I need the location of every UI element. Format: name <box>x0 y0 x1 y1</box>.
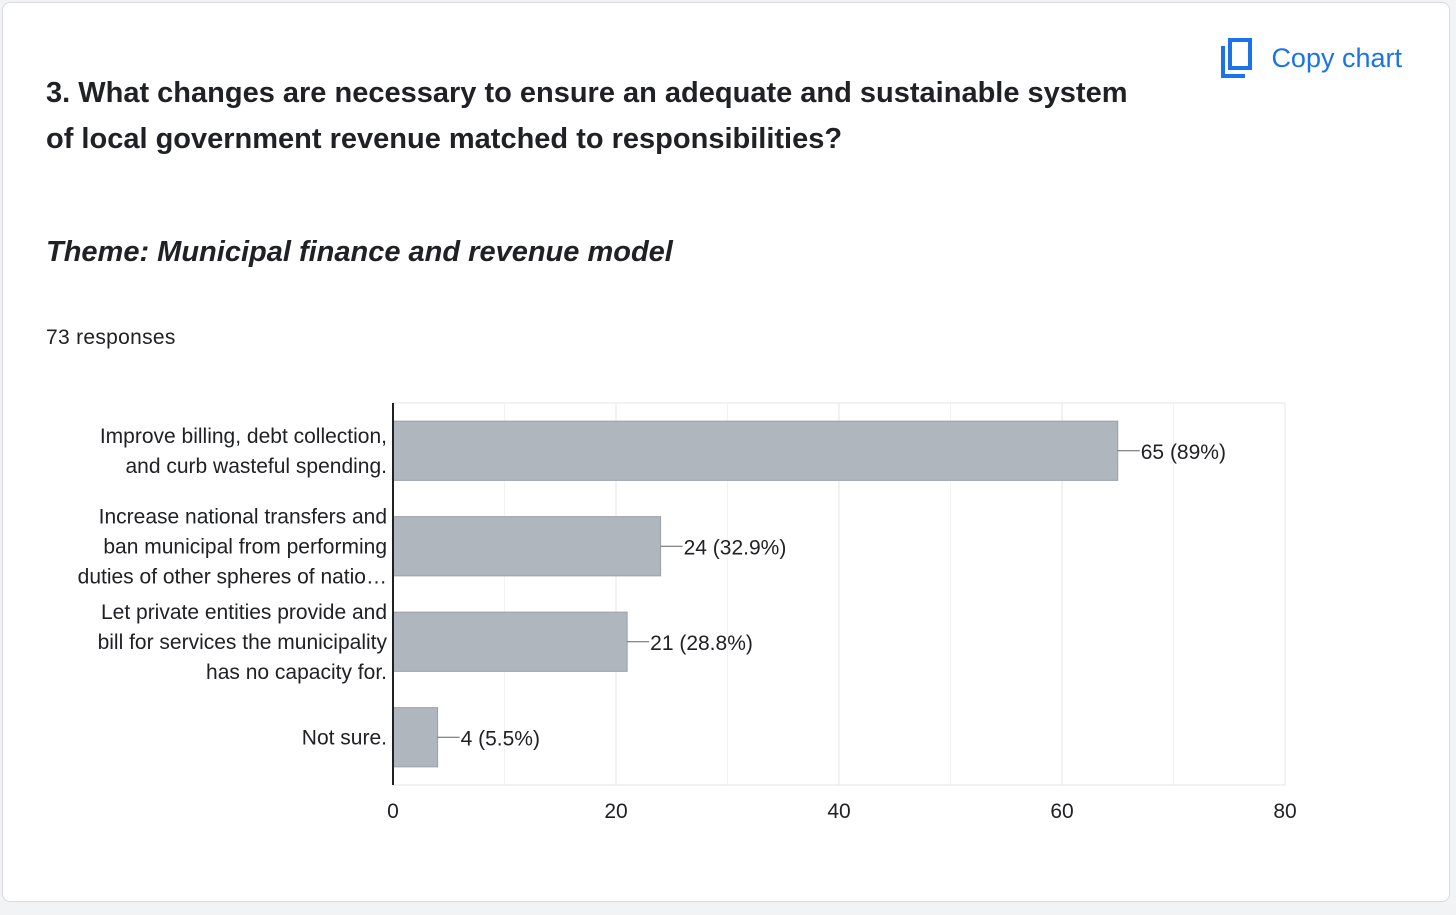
bar <box>392 420 1119 481</box>
x-tick-label: 60 <box>1050 800 1073 823</box>
category-label: duties of other spheres of natio… <box>78 565 387 588</box>
bar <box>392 707 439 768</box>
category-label: has no capacity for. <box>206 661 387 684</box>
bar <box>392 516 662 577</box>
category-label: Let private entities provide and <box>101 601 387 624</box>
category-label: bill for services the municipality <box>98 631 388 654</box>
category-label: ban municipal from performing <box>103 535 387 558</box>
x-tick-label: 0 <box>387 800 399 823</box>
x-tick-label: 80 <box>1273 800 1296 823</box>
data-label: 24 (32.9%) <box>684 536 787 559</box>
x-tick-label: 40 <box>827 800 850 823</box>
category-label: Improve billing, debt collection, <box>100 425 387 448</box>
category-label: and curb wasteful spending. <box>125 455 387 478</box>
page-bottom-strip <box>0 903 1456 915</box>
category-label: Increase national transfers and <box>99 505 387 528</box>
response-count: 73 responses <box>46 326 176 349</box>
copy-icon <box>1219 38 1253 78</box>
copy-chart-label: Copy chart <box>1271 42 1402 73</box>
data-label: 65 (89%) <box>1141 441 1226 464</box>
question-title: 3. What changes are necessary to ensure … <box>46 77 1128 155</box>
data-label: 21 (28.8%) <box>650 632 753 655</box>
copy-chart-button[interactable]: Copy chart <box>1219 38 1402 78</box>
bar <box>392 611 628 672</box>
x-tick-label: 20 <box>604 800 627 823</box>
category-label: Not sure. <box>302 726 387 749</box>
question-theme: Theme: Municipal finance and revenue mod… <box>46 236 673 268</box>
data-label: 4 (5.5%) <box>461 727 540 750</box>
